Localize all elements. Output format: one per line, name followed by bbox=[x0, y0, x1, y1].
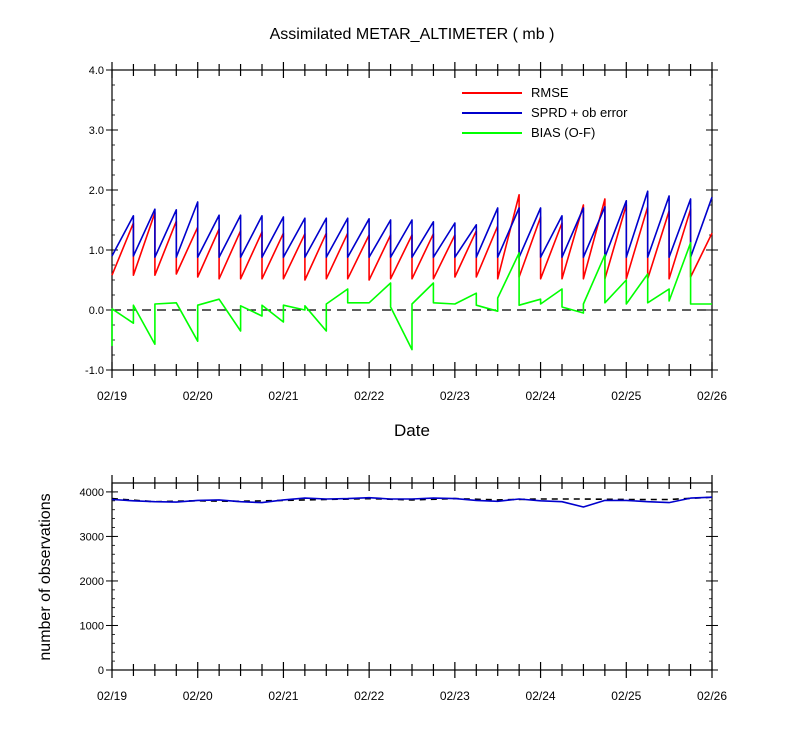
x-tick-label: 02/26 bbox=[697, 689, 727, 703]
y-tick-label: 1000 bbox=[80, 620, 104, 632]
legend-label-bias: BIAS (O-F) bbox=[531, 125, 595, 140]
x-tick-label: 02/26 bbox=[697, 389, 727, 403]
y-tick-label: 4000 bbox=[80, 487, 104, 499]
x-tick-label: 02/23 bbox=[440, 389, 470, 403]
x-tick-label: 02/19 bbox=[97, 689, 127, 703]
y-tick-label: 4.0 bbox=[89, 65, 104, 77]
y-tick-label: 1.0 bbox=[89, 245, 104, 257]
y-axis-label-observations: number of observations bbox=[37, 493, 54, 660]
x-tick-label: 02/22 bbox=[354, 689, 384, 703]
legend-label-sprd: SPRD + ob error bbox=[531, 105, 628, 120]
x-tick-label: 02/24 bbox=[526, 389, 556, 403]
y-tick-label: 3000 bbox=[80, 531, 104, 543]
series-line-1 bbox=[111, 496, 713, 508]
x-tick-label: 02/24 bbox=[526, 689, 556, 703]
legend: RMSE SPRD + ob error BIAS (O-F) bbox=[462, 85, 628, 140]
legend-label-rmse: RMSE bbox=[531, 85, 569, 100]
series-line-bias-o-f bbox=[111, 242, 712, 351]
x-axis-label: Date bbox=[394, 421, 430, 440]
bottom-plot: 0 1000 2000 3000 4000 02/19 02/20 02/21 02/22 02/… bbox=[80, 475, 727, 703]
series-line-sprd-ob-error bbox=[111, 190, 713, 258]
x-tick-label: 02/25 bbox=[611, 689, 641, 703]
series-line-0 bbox=[111, 496, 713, 503]
y-tick-label: 3.0 bbox=[89, 125, 104, 137]
x-tick-label: 02/21 bbox=[268, 389, 298, 403]
x-tick-label: 02/20 bbox=[183, 389, 213, 403]
y-tick-label: 0 bbox=[98, 665, 104, 677]
y-tick-label: 2.0 bbox=[89, 185, 104, 197]
chart-title: Assimilated METAR_ALTIMETER ( mb ) bbox=[270, 26, 555, 43]
x-tick-label: 02/21 bbox=[268, 689, 298, 703]
y-tick-label: -1.0 bbox=[85, 365, 104, 377]
plot-frame bbox=[111, 482, 713, 671]
x-tick-label: 02/25 bbox=[611, 389, 641, 403]
y-tick-label: 2000 bbox=[80, 576, 104, 588]
top-plot: -1.0 0.0 1.0 2.0 3.0 4.0 02/19 02/20 02/21 02/22 0… bbox=[85, 62, 727, 403]
x-tick-label: 02/22 bbox=[354, 389, 384, 403]
x-tick-label: 02/19 bbox=[97, 389, 127, 403]
x-tick-label: 02/20 bbox=[183, 689, 213, 703]
x-tick-label: 02/23 bbox=[440, 689, 470, 703]
y-tick-label: 0.0 bbox=[89, 305, 104, 317]
